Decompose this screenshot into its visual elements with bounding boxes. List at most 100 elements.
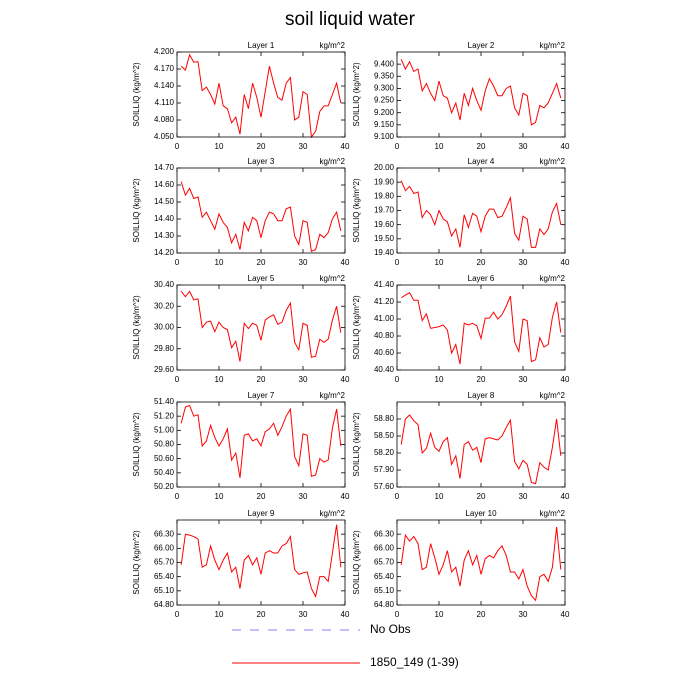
y-axis-label: SOILLIQ (kg/m^2): [132, 530, 141, 595]
x-tick-label: 30: [299, 492, 308, 501]
plot-frame: [176, 167, 346, 254]
y-tick-label: 41.00: [374, 314, 395, 323]
y-tick-label: 14.20: [154, 248, 175, 257]
x-tick-label: 40: [561, 610, 570, 619]
x-tick-label: 10: [435, 258, 444, 267]
y-tick-label: 51.20: [154, 411, 175, 420]
plot-frame: [396, 284, 566, 371]
y-tick-label: 9.350: [374, 71, 395, 80]
x-tick-label: 30: [299, 258, 308, 267]
x-tick-label: 20: [477, 610, 486, 619]
y-axis-label: SOILLIQ (kg/m^2): [132, 295, 141, 360]
y-tick-label: 4.050: [154, 132, 175, 141]
x-tick-label: 30: [519, 142, 528, 151]
plot-frame: [176, 519, 346, 606]
data-line: [180, 524, 342, 598]
y-tick-label: 65.40: [374, 572, 395, 581]
data-line: [400, 59, 562, 126]
y-axis-label: SOILLIQ (kg/m^2): [352, 295, 361, 360]
y-tick-label: 4.110: [155, 98, 175, 107]
x-tick-label: 10: [435, 610, 444, 619]
y-tick-label: 40.80: [374, 331, 395, 340]
x-tick-label: 0: [395, 258, 400, 267]
panel: Layer 6 kg/m^2 SOILLIQ (kg/m^2) 40.40 40.60 4…: [352, 274, 570, 384]
y-tick-label: 9.100: [374, 132, 395, 141]
x-tick-label: 30: [299, 610, 308, 619]
panel-unit: kg/m^2: [319, 41, 345, 50]
y-tick-label: 19.60: [374, 220, 395, 229]
y-tick-label: 30.00: [154, 323, 175, 332]
y-tick-label: 9.400: [374, 59, 395, 68]
plot-frame: [396, 167, 566, 254]
panel: Layer 3 kg/m^2 SOILLIQ (kg/m^2) 14.20 14.30 1…: [132, 157, 350, 267]
y-tick-label: 19.70: [374, 206, 395, 215]
x-tick-label: 10: [435, 142, 444, 151]
y-tick-label: 41.40: [374, 280, 395, 289]
y-tick-label: 14.40: [154, 214, 175, 223]
plot-frame: [176, 284, 346, 371]
y-axis-label: SOILLIQ (kg/m^2): [132, 178, 141, 243]
y-tick-label: 50.80: [154, 440, 175, 449]
data-line: [400, 527, 562, 602]
panel-title: Layer 4: [468, 157, 495, 166]
data-line: [180, 181, 342, 253]
x-tick-label: 40: [561, 142, 570, 151]
data-line: [180, 404, 342, 478]
x-tick-label: 0: [175, 258, 180, 267]
plot-frame: [176, 401, 346, 488]
y-tick-label: 30.20: [154, 301, 175, 310]
x-tick-label: 0: [395, 492, 400, 501]
data-line: [400, 291, 562, 365]
x-tick-label: 20: [257, 142, 266, 151]
x-tick-label: 10: [215, 142, 224, 151]
x-tick-label: 20: [257, 258, 266, 267]
y-tick-label: 51.00: [154, 425, 175, 434]
y-tick-label: 4.170: [154, 64, 175, 73]
y-tick-label: 4.200: [154, 47, 175, 56]
y-tick-label: 65.10: [374, 586, 395, 595]
x-tick-label: 10: [215, 258, 224, 267]
y-tick-label: 58.20: [374, 448, 395, 457]
y-tick-label: 9.300: [374, 84, 395, 93]
plot-frame: [176, 51, 346, 138]
y-tick-label: 50.60: [154, 454, 175, 463]
x-tick-label: 0: [175, 610, 180, 619]
y-tick-label: 50.40: [154, 468, 175, 477]
x-tick-label: 20: [257, 492, 266, 501]
panel-title: Layer 7: [248, 391, 275, 400]
data-line: [400, 180, 562, 248]
x-tick-label: 30: [519, 375, 528, 384]
y-tick-label: 14.50: [154, 197, 175, 206]
y-tick-label: 19.50: [374, 234, 395, 243]
panel-unit: kg/m^2: [539, 274, 565, 283]
x-tick-label: 30: [299, 375, 308, 384]
y-tick-label: 9.250: [374, 96, 395, 105]
panel: Layer 8 kg/m^2 SOILLIQ (kg/m^2) 57.60 57.90 5…: [352, 391, 570, 501]
x-tick-label: 20: [257, 375, 266, 384]
plot-frame: [396, 51, 566, 138]
panel-title: Layer 6: [468, 274, 495, 283]
y-tick-label: 19.90: [374, 177, 395, 186]
x-tick-label: 10: [215, 375, 224, 384]
x-tick-label: 30: [519, 492, 528, 501]
panel-title: Layer 2: [468, 41, 495, 50]
panel-title: Layer 3: [248, 157, 275, 166]
y-tick-label: 19.80: [374, 191, 395, 200]
y-tick-label: 29.80: [154, 344, 175, 353]
y-tick-label: 14.30: [154, 231, 175, 240]
x-tick-label: 40: [341, 610, 350, 619]
y-tick-label: 4.140: [154, 81, 175, 90]
x-tick-label: 40: [341, 492, 350, 501]
y-tick-label: 64.80: [374, 600, 395, 609]
y-tick-label: 4.080: [154, 115, 175, 124]
panel: Layer 1 kg/m^2 SOILLIQ (kg/m^2) 4.050 4.080 4…: [132, 41, 350, 151]
y-tick-label: 51.40: [154, 397, 175, 406]
y-tick-label: 14.70: [154, 163, 175, 172]
x-tick-label: 0: [175, 492, 180, 501]
panel-unit: kg/m^2: [319, 509, 345, 518]
x-tick-label: 0: [175, 375, 180, 384]
data-line: [180, 53, 342, 139]
y-tick-label: 58.50: [374, 431, 395, 440]
panel-unit: kg/m^2: [539, 157, 565, 166]
panel: Layer 4 kg/m^2 SOILLIQ (kg/m^2) 19.40 19.50 1…: [352, 157, 570, 267]
